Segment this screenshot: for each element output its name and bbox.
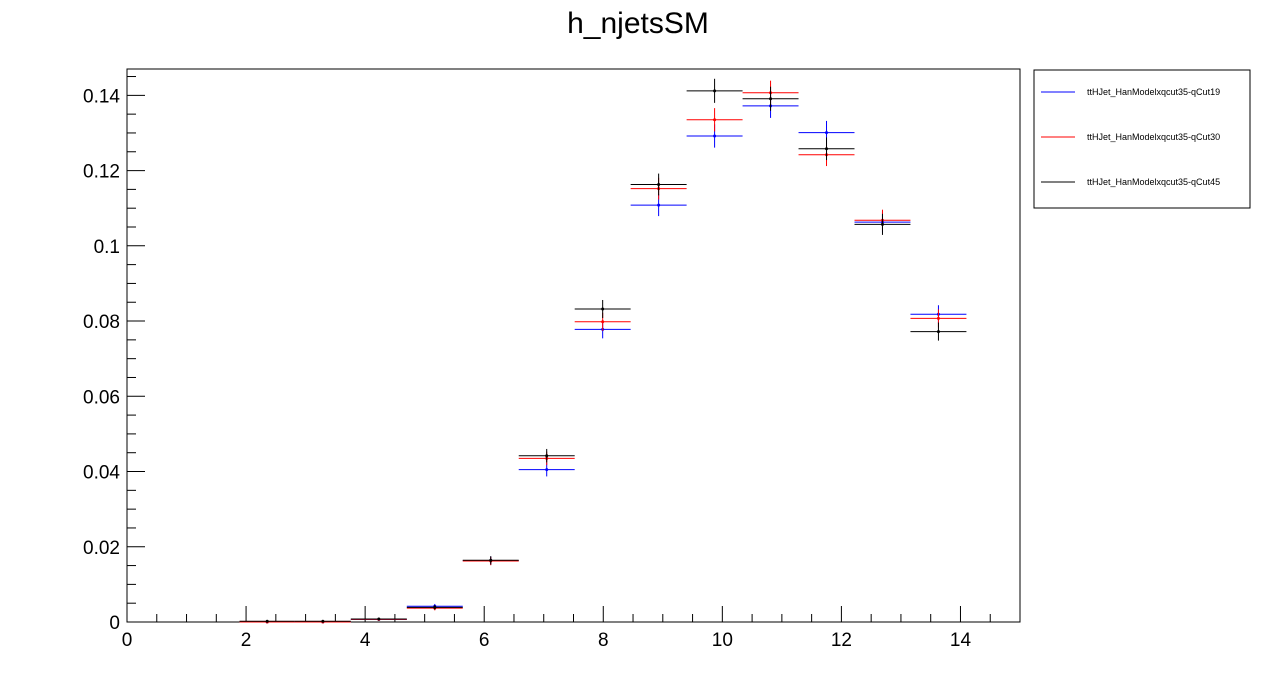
data-point [489, 558, 493, 562]
x-tick-label: 4 [360, 630, 371, 651]
legend-label: ttHJet_HanModelxqcut35-qCut19 [1087, 87, 1220, 97]
series-layer [239, 78, 967, 624]
y-axis: 0 0.02 0.04 0.06 0.08 0.1 0.12 0.14 [83, 76, 145, 634]
y-tick-label: 0 [109, 613, 120, 634]
y-tick-label: 0.08 [83, 312, 120, 333]
y-tick-label: 0.04 [83, 463, 120, 484]
x-tick-label: 10 [712, 630, 733, 651]
y-tick-label: 0.14 [83, 86, 120, 107]
data-point [377, 617, 381, 621]
legend-label: ttHJet_HanModelxqcut35-qCut30 [1087, 132, 1220, 142]
y-tick-label: 0.12 [83, 162, 120, 183]
y-tick-label: 0.06 [83, 387, 120, 408]
x-tick-label: 2 [241, 630, 252, 651]
data-point [601, 320, 605, 324]
chart-title: h_njetsSM [567, 7, 709, 40]
legend: ttHJet_HanModelxqcut35-qCut19 ttHJet_HanM… [1033, 69, 1251, 209]
data-point [936, 316, 940, 320]
legend-items: ttHJet_HanModelxqcut35-qCut19 ttHJet_HanM… [1041, 87, 1220, 187]
data-point [545, 468, 549, 472]
y-tick-label: 0.02 [83, 538, 120, 559]
series-3 [239, 78, 967, 623]
data-point [825, 131, 829, 135]
data-point [769, 97, 773, 101]
x-tick-label: 12 [831, 630, 852, 651]
data-point [545, 454, 549, 458]
x-tick-label: 0 [122, 630, 133, 651]
data-point [880, 222, 884, 226]
x-tick-label: 8 [598, 630, 609, 651]
data-point [265, 619, 269, 623]
data-point [433, 605, 437, 609]
data-point [657, 182, 661, 186]
data-point [601, 307, 605, 311]
x-tick-label: 6 [479, 630, 490, 651]
x-tick-label: 14 [950, 630, 972, 651]
data-point [713, 89, 717, 93]
legend-label: ttHJet_HanModelxqcut35-qCut45 [1087, 177, 1220, 187]
legend-box [1033, 69, 1251, 209]
data-point [657, 203, 661, 207]
data-point [713, 118, 717, 122]
data-point [713, 134, 717, 138]
data-point [936, 330, 940, 334]
y-tick-label: 0.1 [94, 237, 120, 258]
data-point [321, 619, 325, 623]
data-point [825, 147, 829, 151]
